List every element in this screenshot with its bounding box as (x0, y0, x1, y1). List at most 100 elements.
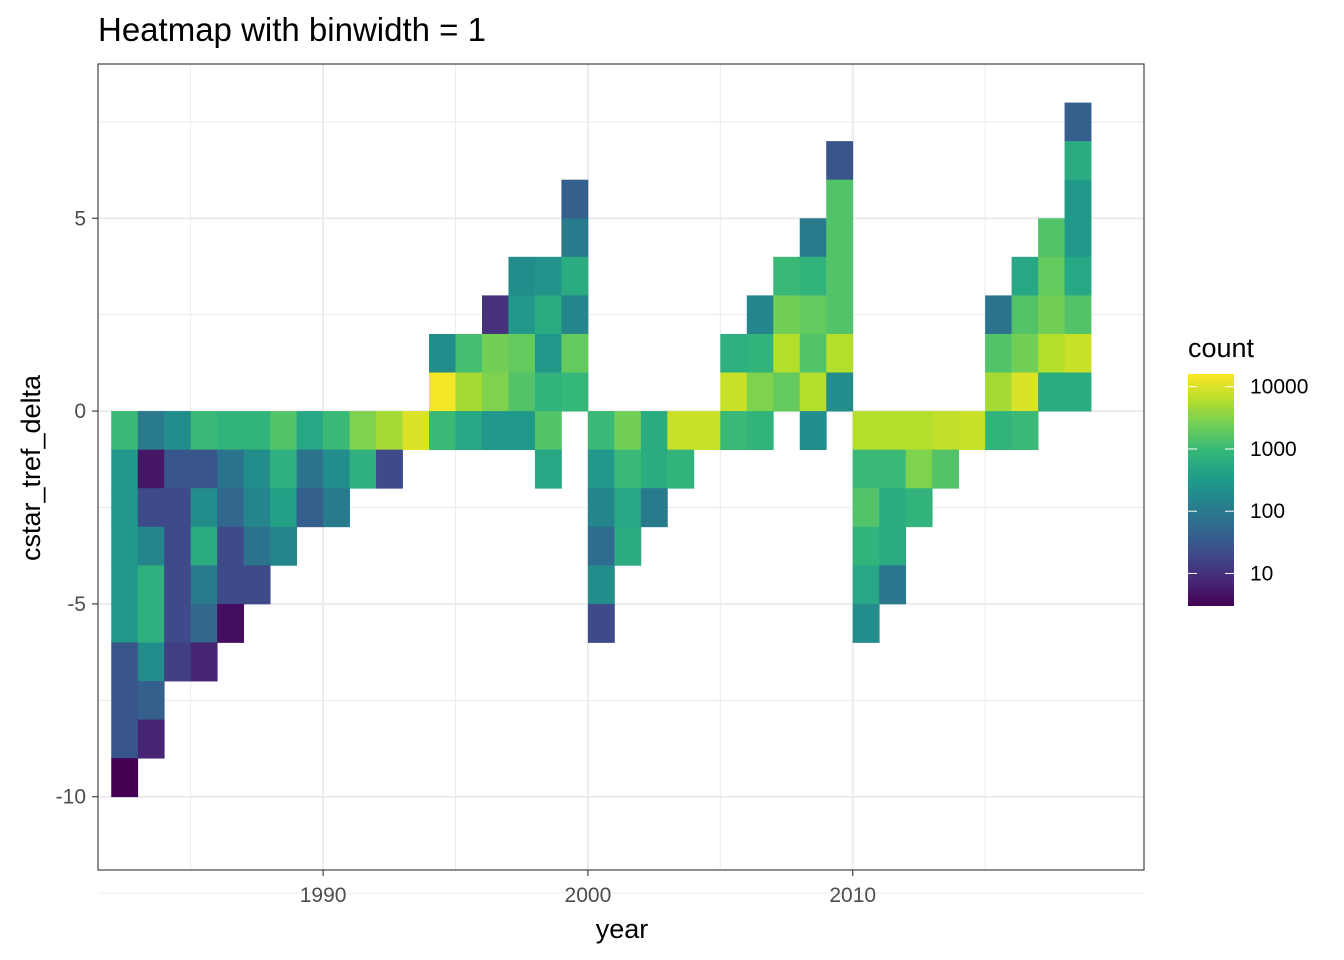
y-tick-label: 5 (74, 207, 86, 230)
heatmap-tile (614, 526, 642, 566)
heatmap-tile (879, 565, 907, 605)
heatmap-tile (534, 295, 562, 335)
heatmap-tile (534, 333, 562, 373)
heatmap-tile (1011, 333, 1039, 373)
chart-title: Heatmap with binwidth = 1 (98, 11, 486, 48)
heatmap-tile (508, 411, 536, 451)
legend-ticks: 10 100 1000 10000 (1188, 376, 1308, 585)
heatmap-tile (111, 758, 139, 798)
heatmap-tile (640, 411, 668, 451)
heatmap-tile (746, 333, 774, 373)
heatmap-tile (826, 295, 854, 335)
heatmap-tile (270, 411, 298, 451)
heatmap-tile (534, 372, 562, 412)
heatmap-tile (349, 411, 377, 451)
heatmap-tile (1064, 179, 1092, 219)
heatmap-tile (852, 449, 880, 489)
heatmap-tile (985, 333, 1012, 373)
heatmap-tile (217, 488, 245, 528)
heatmap-tile (667, 411, 695, 451)
heatmap-tile (190, 642, 218, 682)
heatmap-tile (799, 333, 827, 373)
heatmap-tile (852, 526, 880, 566)
legend-label: 1000 (1250, 438, 1297, 461)
color-legend: count 10 100 1000 10000 (1188, 333, 1308, 606)
heatmap-tile (137, 642, 165, 682)
heatmap-tile (137, 526, 165, 566)
heatmap-tile (985, 411, 1012, 451)
heatmap-tile (667, 449, 695, 489)
heatmap-tile (985, 372, 1012, 412)
heatmap-tile (773, 295, 801, 335)
heatmap-tile (746, 295, 774, 335)
heatmap-tile (455, 372, 483, 412)
heatmap-tile (455, 333, 483, 373)
heatmap-tile (1011, 372, 1039, 412)
heatmap-tile (296, 488, 324, 528)
heatmap-tile (270, 526, 298, 566)
heatmap-tile (455, 411, 483, 451)
heatmap-tile (534, 256, 562, 296)
heatmap-tile (1038, 256, 1065, 296)
heatmap-tile (111, 603, 139, 643)
heatmap-tile (932, 449, 960, 489)
heatmap-tile (217, 603, 245, 643)
heatmap-tile (137, 411, 165, 451)
heatmap-tile (164, 526, 192, 566)
heatmap-tile (508, 295, 536, 335)
heatmap-tile (826, 256, 854, 296)
heatmap-tile (985, 295, 1012, 335)
heatmap-tile (190, 411, 218, 451)
heatmap-tile (481, 295, 509, 335)
heatmap-tile (164, 488, 192, 528)
heatmap-tile (190, 488, 218, 528)
heatmap-tile (111, 642, 139, 682)
y-axis: -10 -5 0 5 (56, 207, 98, 809)
heatmap-tile (879, 526, 907, 566)
heatmap-tile (799, 295, 827, 335)
heatmap-tile (905, 449, 933, 489)
heatmap-tile (508, 372, 536, 412)
heatmap-tile (746, 411, 774, 451)
heatmap-tile (852, 603, 880, 643)
heatmap-tile (243, 488, 271, 528)
heatmap-tile (376, 411, 403, 451)
heatmap-tile (111, 488, 139, 528)
heatmap-tile (561, 333, 589, 373)
heatmap-tile (1064, 256, 1092, 296)
heatmap-tile (1011, 256, 1039, 296)
heatmap-tile (614, 411, 642, 451)
heatmap-tile (164, 603, 192, 643)
heatmap-tile (190, 526, 218, 566)
legend-label: 100 (1250, 500, 1285, 523)
heatmap-tile (587, 526, 615, 566)
heatmap-tile (164, 411, 192, 451)
heatmap-tile (190, 565, 218, 605)
heatmap-tile (270, 449, 298, 489)
y-tick-label: -10 (56, 786, 86, 809)
x-tick-label: 2010 (829, 884, 876, 907)
heatmap-tile (905, 488, 933, 528)
heatmap-tile (561, 256, 589, 296)
heatmap-tile (217, 411, 245, 451)
heatmap-tile (508, 256, 536, 296)
heatmap-tile (587, 488, 615, 528)
y-tick-label: -5 (67, 593, 86, 616)
legend-title: count (1188, 333, 1255, 363)
heatmap-tile (323, 488, 350, 528)
heatmap-tile (164, 449, 192, 489)
heatmap-tile (402, 411, 430, 451)
heatmap-tile (323, 411, 350, 451)
heatmap-tile (137, 681, 165, 720)
heatmap-tile (481, 333, 509, 373)
heatmap-tile (137, 719, 165, 759)
heatmap-tile (561, 179, 589, 219)
legend-label: 10 (1250, 562, 1273, 585)
heatmap-tile (111, 681, 139, 720)
heatmap-tile (1064, 218, 1092, 258)
heatmap-tile (693, 411, 721, 451)
y-axis-title: cstar_tref_delta (16, 374, 46, 561)
heatmap-tile (1064, 333, 1092, 373)
heatmap-tile (481, 411, 509, 451)
heatmap-tile (429, 372, 456, 412)
